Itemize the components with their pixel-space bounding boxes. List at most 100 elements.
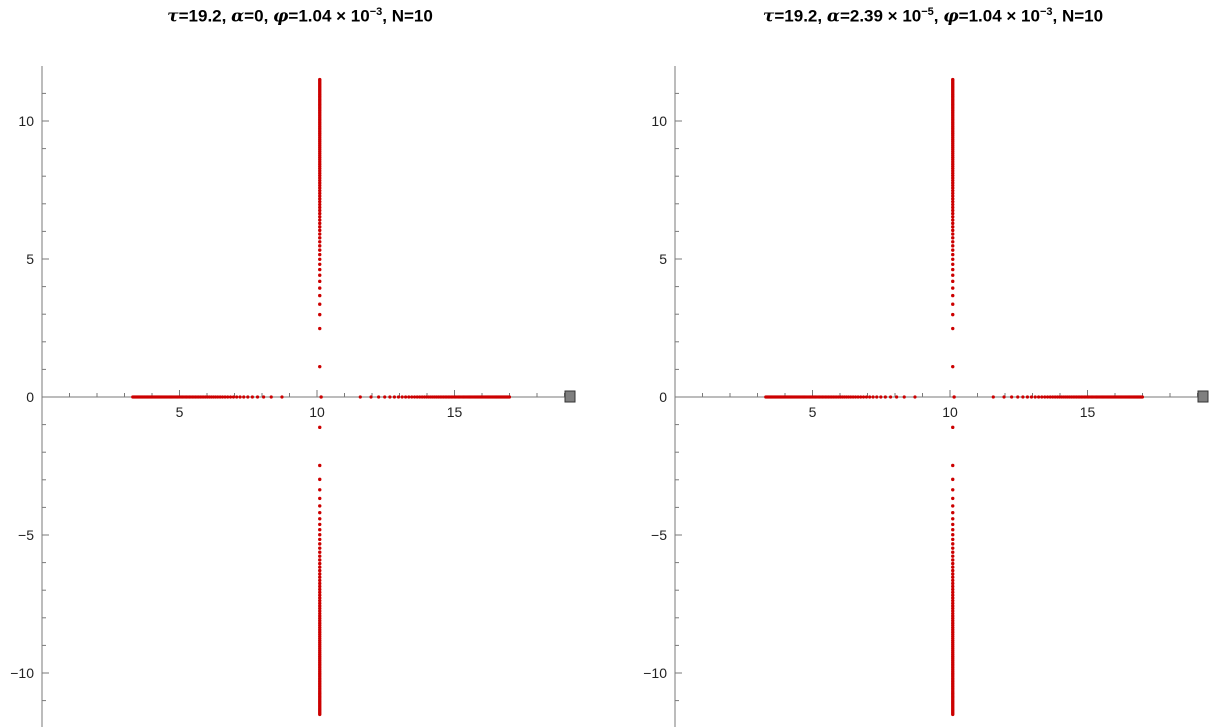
data-point xyxy=(377,395,381,399)
data-point xyxy=(1036,395,1041,399)
data-point xyxy=(418,395,422,399)
data-point xyxy=(951,504,955,508)
data-point xyxy=(318,542,322,546)
title-tail: , N=10 xyxy=(1052,6,1104,26)
alpha-tail: , xyxy=(263,6,274,26)
data-point xyxy=(951,364,955,369)
data-point xyxy=(318,517,322,521)
data-point xyxy=(318,609,322,613)
data-point xyxy=(318,596,322,600)
data-point xyxy=(318,257,322,262)
alpha-tail: , xyxy=(933,6,944,26)
data-point xyxy=(420,395,424,399)
data-point xyxy=(1043,395,1047,399)
data-point xyxy=(318,240,322,244)
data-point xyxy=(951,601,955,606)
data-point xyxy=(1033,395,1037,399)
data-point xyxy=(231,395,236,399)
data-point xyxy=(318,228,322,233)
chart-panel-right: τ=19.2, α=2.39 × 10−5, φ=1.04 × 10−3, N=… xyxy=(633,0,1217,727)
data-point xyxy=(318,561,322,566)
x-tick-label: 15 xyxy=(1080,404,1096,420)
alpha-symbol: α xyxy=(231,6,245,27)
data-point xyxy=(318,598,322,603)
data-point xyxy=(318,218,322,222)
data-point xyxy=(1025,395,1030,399)
data-point xyxy=(951,581,955,586)
data-point xyxy=(318,528,322,532)
data-point xyxy=(951,477,955,482)
data-point xyxy=(1040,395,1044,399)
data-point xyxy=(383,395,387,399)
data-point xyxy=(902,395,906,399)
x-tick-label: 5 xyxy=(809,404,817,420)
data-point xyxy=(318,463,322,468)
data-point xyxy=(318,590,322,595)
data-point xyxy=(318,568,322,573)
data-point xyxy=(318,286,322,290)
data-point xyxy=(1029,395,1034,399)
data-point xyxy=(318,208,322,213)
data-point xyxy=(262,395,266,399)
data-point xyxy=(318,496,322,501)
data-point xyxy=(318,173,322,178)
data-point xyxy=(1010,395,1014,399)
data-point xyxy=(318,244,322,248)
data-point xyxy=(318,279,322,284)
data-point xyxy=(415,395,419,399)
data-point xyxy=(318,188,322,193)
data-point xyxy=(856,395,860,399)
y-tick-label: 0 xyxy=(659,389,667,405)
data-point xyxy=(951,611,955,616)
chart-panel-left: τ=19.2, α=0, φ=1.04 × 10−3, N=10 10 5 0 −5 −… xyxy=(0,0,600,727)
data-point xyxy=(951,240,955,244)
y-tick-label: 0 xyxy=(26,389,34,405)
data-point xyxy=(412,395,417,399)
data-point xyxy=(951,609,955,613)
data-point xyxy=(318,77,322,82)
data-point xyxy=(318,546,322,550)
data-point xyxy=(318,273,322,277)
data-point xyxy=(220,395,225,399)
y-tick-label: 5 xyxy=(659,251,667,267)
data-point xyxy=(951,510,955,515)
data-point xyxy=(849,395,853,399)
data-point xyxy=(951,712,955,717)
plot-area-right: 10 5 0 −5 −10 5 10 15 xyxy=(643,66,1209,727)
data-point xyxy=(318,202,322,207)
data-point xyxy=(951,606,955,611)
data-point xyxy=(242,395,246,399)
data-point xyxy=(951,176,955,180)
y-tick-label: 10 xyxy=(18,113,34,129)
data-point xyxy=(951,593,955,597)
data-point xyxy=(318,578,322,583)
data-point xyxy=(507,395,512,399)
data-point xyxy=(871,395,875,399)
x-tick-label: 10 xyxy=(309,404,325,420)
data-point xyxy=(318,221,322,226)
data-point xyxy=(951,575,955,579)
data-point xyxy=(951,178,955,183)
data-point xyxy=(318,215,322,219)
data-point xyxy=(951,244,955,248)
data-point xyxy=(318,183,322,188)
data-point xyxy=(403,395,408,399)
data-point xyxy=(318,191,322,196)
data-point xyxy=(318,186,322,190)
chart-title-right: τ=19.2, α=2.39 × 10−5, φ=1.04 × 10−3, N=… xyxy=(633,6,1217,27)
data-point xyxy=(218,395,222,399)
data-point xyxy=(318,425,322,430)
data-point xyxy=(318,522,322,527)
data-point xyxy=(951,273,955,277)
data-point xyxy=(951,208,955,213)
data-point xyxy=(951,205,955,210)
data-point xyxy=(859,395,863,399)
data-point xyxy=(951,215,955,219)
data-point xyxy=(861,395,866,399)
data-point xyxy=(951,202,955,207)
data-point xyxy=(280,395,284,399)
data-point xyxy=(951,565,955,569)
data-point xyxy=(318,197,322,201)
data-point xyxy=(318,558,322,562)
data-point xyxy=(1053,395,1057,399)
